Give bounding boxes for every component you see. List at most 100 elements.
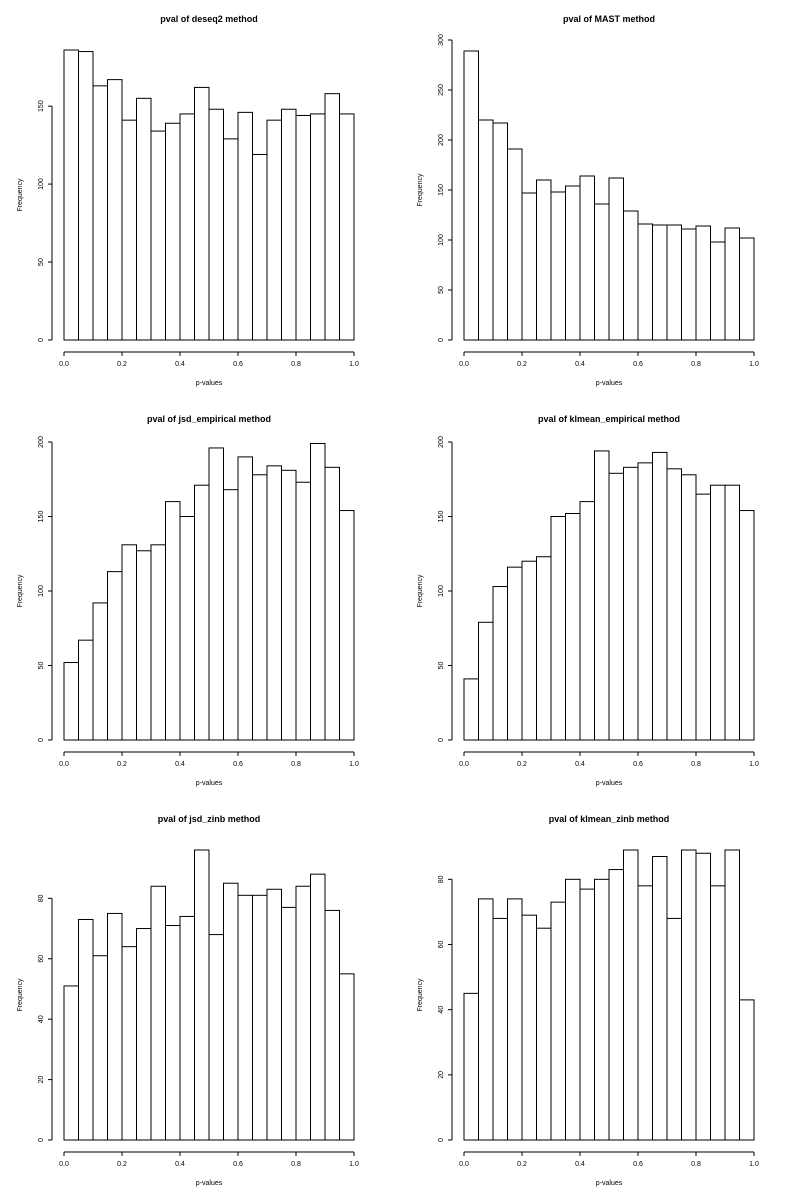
histogram-bar [63, 49, 79, 341]
histogram-bar [550, 516, 566, 741]
histogram-bar [507, 566, 523, 741]
y-axis-label: Frequency [417, 978, 424, 1012]
chart-title: pval of klmean_zinb method [549, 814, 670, 824]
histogram-bar [724, 227, 740, 341]
y-axis-label: Frequency [17, 574, 24, 608]
x-axis-label: p-values [196, 380, 223, 387]
histogram-panel: pval of deseq2 method 0.0 0.2 0.4 0.6 0.8 1.0 p… [17, 14, 359, 387]
y-tick-label: 100 [38, 585, 45, 597]
histogram-bar [92, 955, 108, 1141]
histogram-bar [339, 113, 355, 341]
x-tick-label: 0.0 [59, 761, 69, 768]
x-tick-label: 0.2 [517, 761, 527, 768]
histogram-bar [339, 510, 355, 741]
histogram-bar [179, 915, 195, 1141]
chart-title: pval of jsd_zinb method [158, 814, 261, 824]
histogram-bar [536, 556, 552, 741]
y-tick-label: 60 [38, 955, 45, 963]
y-tick-label: 0 [38, 738, 45, 742]
y-tick-label: 100 [438, 585, 445, 597]
histogram-bar [623, 849, 639, 1141]
histogram-panel: pval of jsd_zinb method 0.0 0.2 0.4 0.6 0.8 1.… [17, 814, 359, 1187]
histogram-panel: pval of jsd_empirical method 0.0 0.2 0.4 0.6… [17, 414, 359, 787]
histogram-bar [107, 571, 123, 741]
histogram-bar [550, 901, 566, 1141]
x-tick-label: 0.2 [517, 1161, 527, 1168]
x-tick-label: 0.2 [517, 361, 527, 368]
y-tick-label: 20 [438, 1071, 445, 1079]
y-tick-label: 100 [38, 178, 45, 190]
y-tick-label: 40 [38, 1015, 45, 1023]
y-tick-label: 50 [438, 662, 445, 670]
y-tick-label: 150 [38, 511, 45, 523]
histogram-bar [107, 912, 123, 1141]
histogram-bar [223, 882, 239, 1141]
histogram-bar [150, 130, 166, 341]
x-tick-label: 0.0 [459, 361, 469, 368]
histogram-bar [724, 484, 740, 741]
histogram-bar [295, 481, 311, 741]
histogram-bar [478, 621, 494, 741]
histogram-bar [463, 992, 479, 1141]
histogram-bar [324, 466, 340, 741]
y-tick-label: 50 [38, 258, 45, 266]
histogram-bar [710, 885, 726, 1141]
x-tick-label: 0.4 [575, 361, 585, 368]
histogram-bar [710, 241, 726, 341]
histogram-bar [623, 466, 639, 741]
y-tick-label: 0 [438, 738, 445, 742]
histogram-bar [78, 639, 94, 741]
chart-title: pval of MAST method [563, 14, 655, 24]
histogram-bar [594, 450, 610, 741]
histogram-bar [637, 885, 653, 1141]
x-axis-label: p-values [596, 1180, 623, 1187]
histogram-bar [652, 856, 668, 1141]
histogram-bar [165, 925, 181, 1141]
histogram-bar [324, 909, 340, 1141]
histogram-bar [579, 175, 595, 341]
y-tick-label: 50 [38, 662, 45, 670]
histogram-bar [492, 586, 508, 741]
histogram-bar [478, 119, 494, 341]
histogram-bar [194, 849, 210, 1141]
x-tick-label: 1.0 [349, 1161, 359, 1168]
histogram-bar [136, 928, 152, 1141]
histogram-bar [208, 447, 224, 741]
histogram-bar [623, 210, 639, 341]
histogram-bar [637, 462, 653, 741]
histogram-bar [252, 474, 268, 741]
histogram-bar [594, 878, 610, 1141]
y-tick-label: 200 [38, 436, 45, 448]
histogram-bar [579, 501, 595, 741]
x-tick-label: 0.6 [233, 761, 243, 768]
x-tick-label: 0.4 [175, 361, 185, 368]
x-axis-label: p-values [596, 380, 623, 387]
histogram-bar [208, 108, 224, 341]
histogram-bar [266, 888, 282, 1141]
x-tick-label: 0.4 [175, 1161, 185, 1168]
histogram-bar [739, 237, 755, 341]
histogram-bar [666, 917, 682, 1141]
histogram-bar [739, 510, 755, 741]
x-tick-label: 0.6 [633, 361, 643, 368]
x-tick-label: 0.6 [233, 1161, 243, 1168]
histogram-bar [121, 544, 137, 741]
y-axis-label: Frequency [417, 173, 424, 207]
histogram-bar [310, 442, 326, 741]
y-tick-label: 60 [438, 940, 445, 948]
x-tick-label: 1.0 [749, 761, 759, 768]
histogram-bar [237, 456, 253, 741]
histogram-bar [492, 122, 508, 341]
x-axis-label: p-values [196, 780, 223, 787]
y-tick-label: 50 [438, 286, 445, 294]
x-tick-label: 0.8 [691, 761, 701, 768]
histogram-bar [681, 474, 697, 741]
histogram-bar [179, 516, 195, 741]
histogram-bar [666, 468, 682, 741]
x-tick-label: 1.0 [349, 361, 359, 368]
histogram-bar [695, 493, 711, 741]
x-tick-label: 0.8 [291, 361, 301, 368]
histogram-bar [165, 122, 181, 341]
histogram-bar [681, 228, 697, 341]
